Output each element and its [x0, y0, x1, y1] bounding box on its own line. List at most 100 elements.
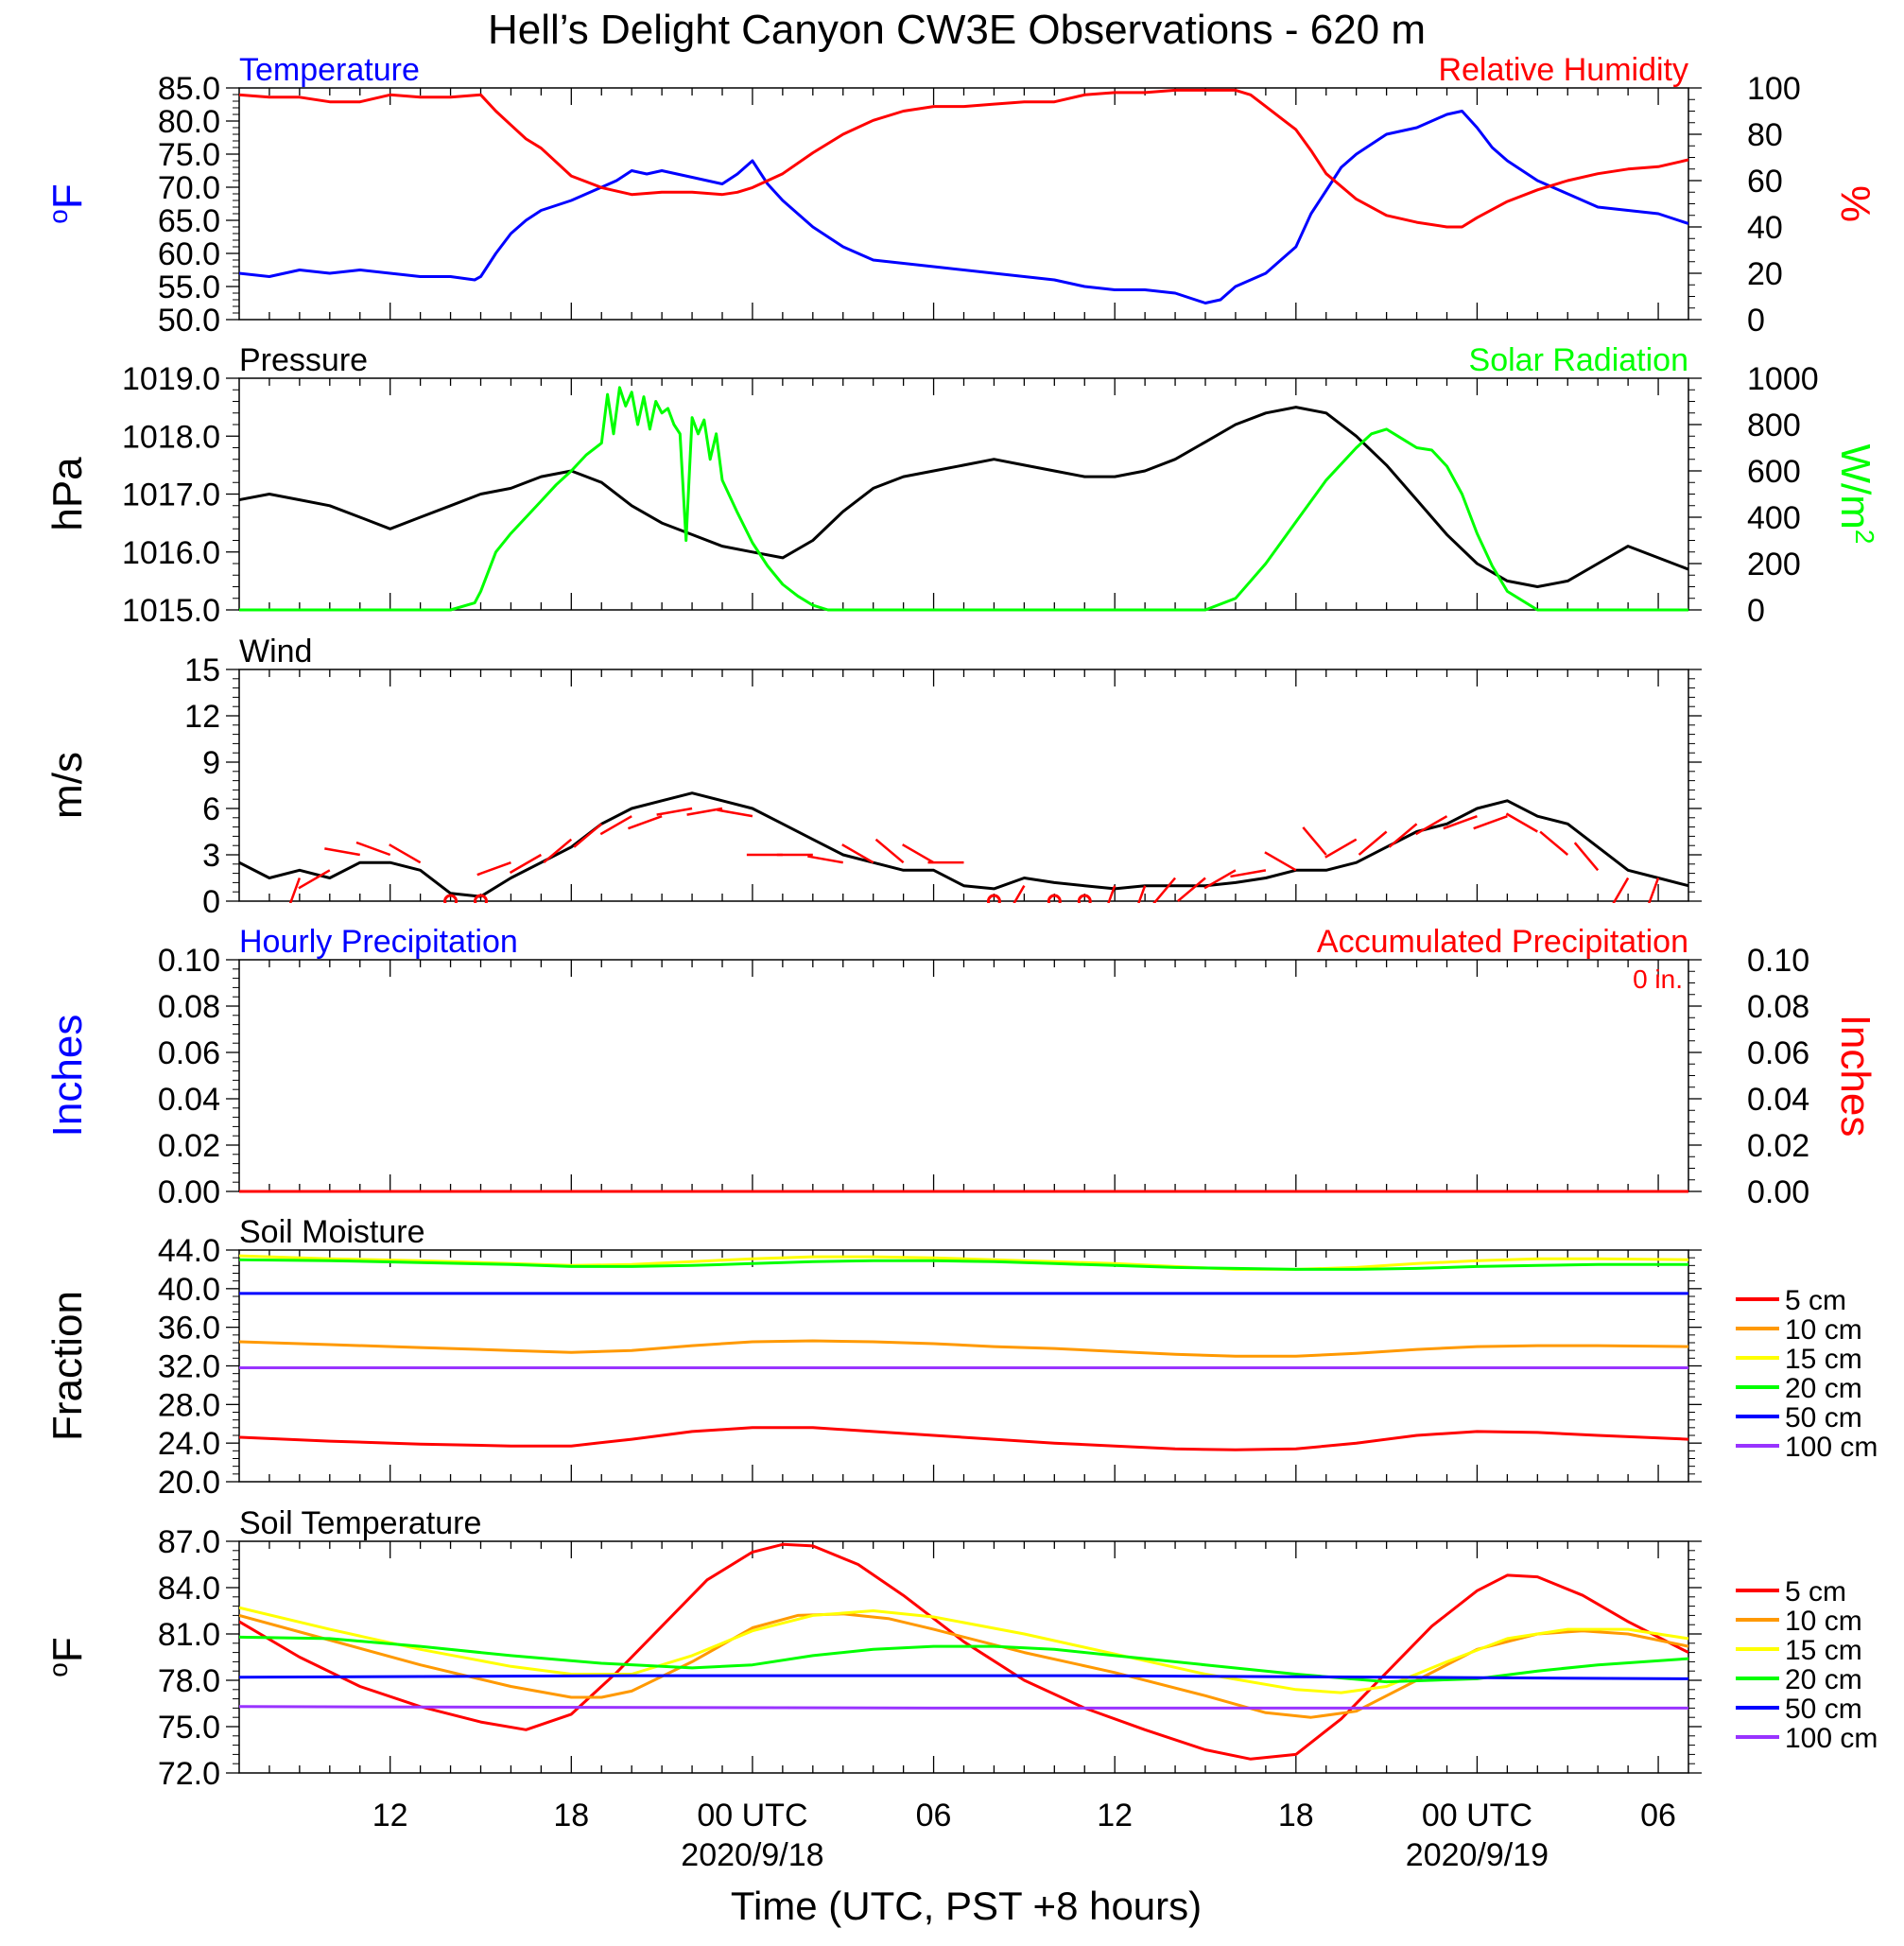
- x-tick-label: 12: [372, 1798, 408, 1833]
- series-line-10-cm: [239, 1339, 1688, 1358]
- plot-frame: [238, 669, 1689, 902]
- panel-label-right: Relative Humidity: [1438, 52, 1688, 88]
- x-tick-label: 00 UTC: [697, 1798, 807, 1833]
- series-line-solar-radiation: [239, 386, 1688, 612]
- y-tick-label: 1019.0: [122, 361, 220, 397]
- y-right-tick-label: 40: [1747, 210, 1783, 246]
- y-right-tick-label: 200: [1747, 547, 1801, 582]
- y-right-unit-label: W/m2: [1832, 444, 1880, 545]
- y-tick-label: 0.02: [158, 1128, 220, 1164]
- legend-entry: 15 cm: [1785, 1635, 1862, 1666]
- y-right-tick-label: 60: [1747, 164, 1783, 200]
- y-tick-label: 75.0: [158, 137, 220, 173]
- y-tick-label: 3: [202, 838, 220, 874]
- series-line-5-cm: [239, 1542, 1688, 1761]
- y-tick-label: 78.0: [158, 1663, 220, 1699]
- y-tick-label: 60.0: [158, 236, 220, 272]
- wind-barb: [1473, 814, 1508, 830]
- y-unit-label: hPa: [44, 457, 91, 531]
- wind-barb: [1324, 838, 1358, 859]
- wind-barb: [627, 814, 663, 830]
- panel-label-left: Temperature: [239, 52, 420, 88]
- x-axis-label: Time (UTC, PST +8 hours): [731, 1884, 1202, 1928]
- x-date-label: 2020/9/19: [1406, 1837, 1549, 1873]
- y-unit-label: Fraction: [44, 1291, 91, 1441]
- y-right-tick-label: 80: [1747, 117, 1783, 153]
- y-tick-label: 85.0: [158, 71, 220, 107]
- legend-entry: 50 cm: [1785, 1402, 1862, 1433]
- wind-barb: [1152, 877, 1177, 903]
- y-tick-label: 81.0: [158, 1617, 220, 1653]
- y-tick-label: 20.0: [158, 1465, 220, 1501]
- wind-barb: [1230, 869, 1267, 878]
- calm-marker: [986, 894, 1001, 903]
- y-right-tick-label: 0.04: [1747, 1082, 1809, 1118]
- y-tick-label: 70.0: [158, 170, 220, 206]
- y-tick-label: 12: [184, 699, 220, 735]
- x-tick-label: 06: [916, 1798, 952, 1833]
- y-unit-label: oF: [43, 183, 92, 223]
- y-right-tick-label: 20: [1747, 256, 1783, 292]
- x-tick-label: 18: [553, 1798, 589, 1833]
- series-line-5-cm: [239, 1426, 1688, 1451]
- x-date-label: 2020/9/18: [681, 1837, 823, 1873]
- y-tick-label: 24.0: [158, 1426, 220, 1462]
- legend-entry: 20 cm: [1785, 1373, 1862, 1404]
- wind-barb: [1539, 830, 1569, 856]
- panel-soil_temperature: 72.0 75.0 78.0 81.0 84.0 87.0 Soil Temperature…: [43, 1505, 1878, 1873]
- wind-barb: [355, 841, 391, 857]
- legend-entry: 20 cm: [1785, 1664, 1862, 1695]
- y-unit-label: m/s: [44, 752, 91, 819]
- series-line-100-cm: [239, 1705, 1688, 1710]
- y-right-tick-label: 100: [1747, 71, 1801, 107]
- y-right-tick-label: 1000: [1747, 361, 1819, 397]
- legend-entry: 100 cm: [1785, 1432, 1878, 1463]
- wind-barb: [1648, 877, 1660, 903]
- y-unit-label: oF: [43, 1637, 92, 1677]
- panel-label-left: Hourly Precipitation: [239, 924, 518, 960]
- wind-barb: [476, 860, 511, 877]
- legend-entry: 5 cm: [1785, 1576, 1846, 1607]
- y-tick-label: 36.0: [158, 1311, 220, 1347]
- y-tick-label: 0.08: [158, 989, 220, 1025]
- panel-label-right: Solar Radiation: [1469, 342, 1688, 378]
- wind-barb: [509, 853, 543, 875]
- legend-entry: 100 cm: [1785, 1723, 1878, 1754]
- wind-barb: [1612, 877, 1630, 903]
- wind-barb: [1358, 830, 1388, 856]
- series-line-10-cm: [239, 1612, 1688, 1719]
- y-tick-label: 84.0: [158, 1571, 220, 1607]
- y-right-tick-label: 0.00: [1747, 1174, 1809, 1210]
- y-right-tick-label: 0: [1747, 303, 1765, 339]
- y-tick-label: 0: [202, 884, 220, 920]
- series-line-temperature: [239, 110, 1688, 304]
- panels: 50.055.060.065.070.075.080.085.002040608…: [43, 52, 1880, 1873]
- wind-barb: [1505, 812, 1538, 833]
- panel-label-left: Soil Moisture: [239, 1214, 425, 1250]
- y-tick-label: 1018.0: [122, 419, 220, 455]
- wind-barb: [1177, 877, 1206, 902]
- calm-marker: [474, 894, 488, 903]
- series-line-20-cm: [239, 1635, 1688, 1684]
- y-unit-label: Inches: [44, 1015, 91, 1138]
- plot-frame: [238, 959, 1689, 1192]
- series-line-50-cm: [239, 1674, 1688, 1680]
- calm-marker: [1047, 894, 1062, 903]
- x-tick-label: 18: [1278, 1798, 1314, 1833]
- wind-barb: [841, 843, 874, 864]
- figure-title: Hell’s Delight Canyon CW3E Observations …: [488, 7, 1426, 53]
- legend-entry: 15 cm: [1785, 1344, 1862, 1375]
- wind-barb: [1414, 815, 1448, 836]
- series-line-20-cm: [239, 1258, 1688, 1271]
- y-tick-label: 1015.0: [122, 593, 220, 629]
- x-tick-labels: 12 18 00 UTC 2020/9/18 06 12 18 00 UTC 2020/9/19…: [372, 1798, 1676, 1873]
- panel-label-left: Soil Temperature: [239, 1505, 481, 1541]
- y-tick-label: 0.06: [158, 1035, 220, 1071]
- x-tick-label: 06: [1640, 1798, 1676, 1833]
- panel-temp_rh: 50.055.060.065.070.075.080.085.0 0 20 40 60 8…: [43, 52, 1879, 339]
- x-tick-label: 00 UTC: [1422, 1798, 1532, 1833]
- y-right-unit-label: %: [1832, 185, 1878, 222]
- wind-barb: [1302, 826, 1327, 856]
